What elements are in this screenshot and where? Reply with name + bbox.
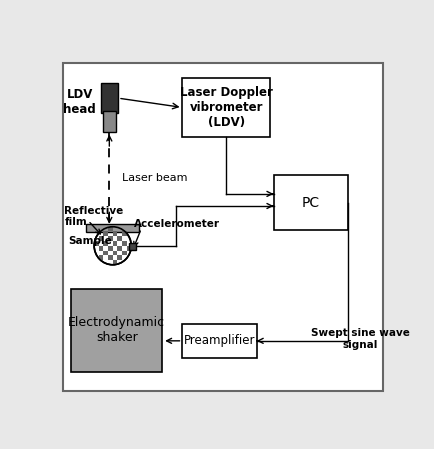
Bar	[122, 232, 126, 236]
Bar	[103, 232, 108, 236]
Text: LDV
head: LDV head	[63, 88, 96, 115]
Bar	[112, 251, 117, 255]
Text: Preamplifier: Preamplifier	[184, 335, 255, 348]
Bar	[108, 236, 112, 241]
Bar	[122, 241, 126, 246]
Text: Laser beam: Laser beam	[122, 173, 187, 183]
Bar	[117, 255, 122, 260]
Text: Electrodynamic
shaker: Electrodynamic shaker	[68, 317, 165, 344]
Bar	[122, 251, 126, 255]
Bar	[112, 232, 117, 236]
Bar	[117, 246, 122, 251]
Bar	[182, 78, 270, 137]
Bar	[117, 236, 122, 241]
Text: Reflective
film: Reflective film	[64, 206, 123, 227]
Bar	[126, 246, 131, 251]
Bar	[108, 227, 112, 232]
Bar	[86, 224, 138, 232]
Circle shape	[94, 227, 131, 265]
Bar	[102, 111, 116, 132]
Bar	[103, 241, 108, 246]
Bar	[71, 289, 162, 372]
Bar	[99, 246, 103, 251]
Bar	[99, 255, 103, 260]
Text: Swept sine wave
signal: Swept sine wave signal	[310, 328, 408, 350]
Bar	[99, 236, 103, 241]
Bar	[108, 246, 112, 251]
Text: Accelerometer: Accelerometer	[134, 219, 220, 229]
Text: Laser Doppler
vibrometer
(LDV): Laser Doppler vibrometer (LDV)	[179, 86, 272, 129]
Bar	[108, 255, 112, 260]
Bar	[182, 324, 256, 358]
Text: PC: PC	[301, 196, 319, 210]
Bar	[129, 242, 136, 250]
Bar	[103, 251, 108, 255]
Bar	[112, 260, 117, 265]
Text: Sample: Sample	[68, 236, 112, 246]
Bar	[273, 175, 347, 230]
Bar	[101, 231, 118, 240]
Bar	[94, 241, 99, 246]
Bar	[112, 241, 117, 246]
Bar	[100, 83, 118, 113]
